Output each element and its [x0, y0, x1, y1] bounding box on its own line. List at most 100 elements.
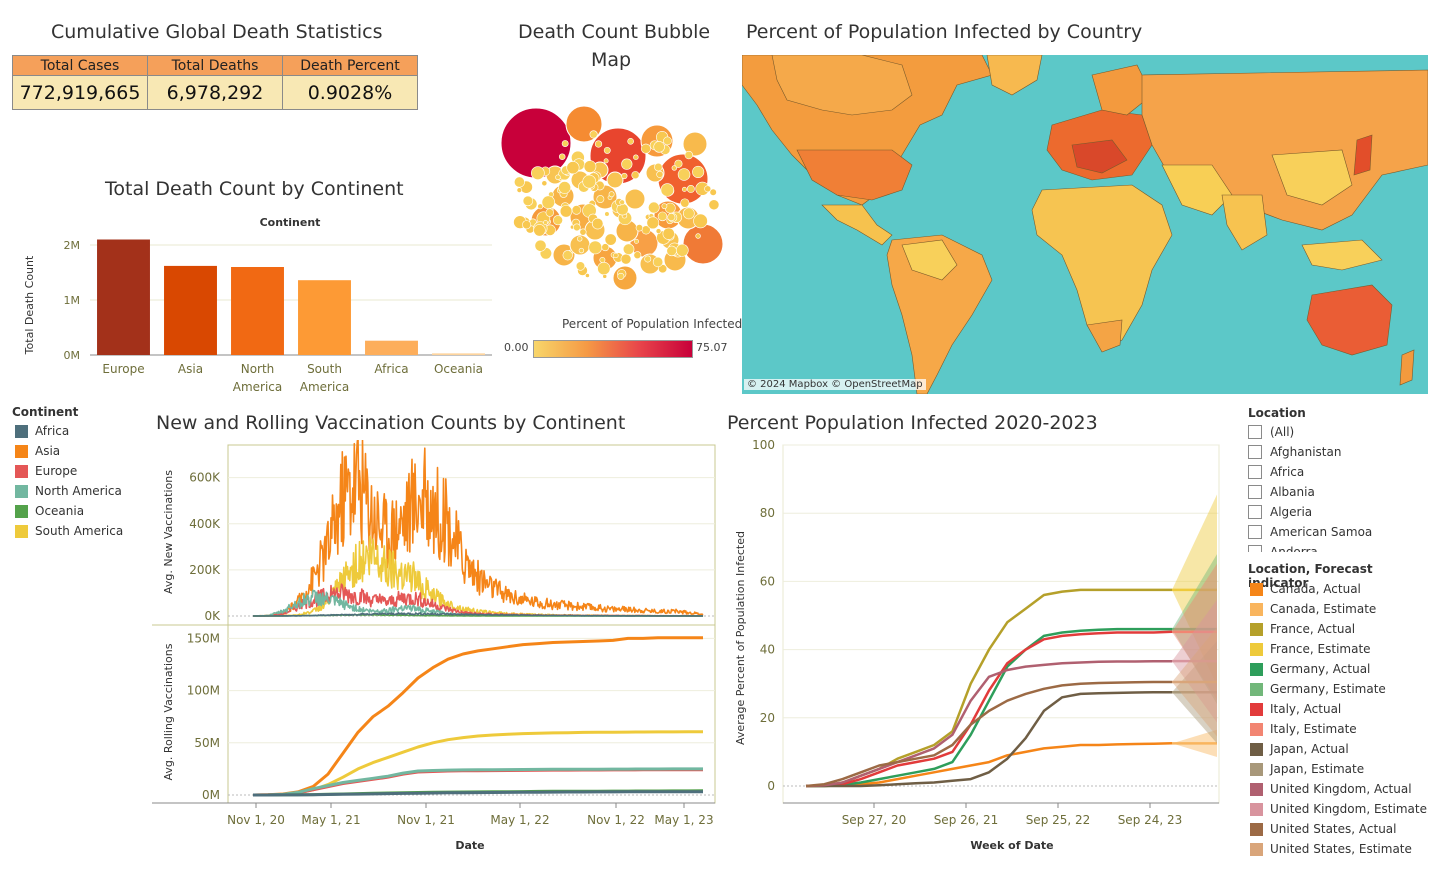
location-checkbox[interactable]: [1248, 465, 1262, 479]
bubble-mark[interactable]: [621, 158, 633, 170]
bubble-mark[interactable]: [657, 211, 668, 222]
bubble-mark[interactable]: [516, 187, 523, 193]
region-canada[interactable]: [771, 55, 913, 116]
bubble-mark[interactable]: [708, 199, 720, 211]
forecast-legend-item[interactable]: France, Actual: [1250, 622, 1355, 636]
bubble-mark[interactable]: [674, 159, 683, 168]
bubble-mark[interactable]: [575, 261, 586, 271]
bubble-mark[interactable]: [633, 154, 639, 160]
bubble-mark[interactable]: [627, 138, 634, 145]
death-count-bubble-map[interactable]: [495, 100, 735, 290]
region-middle-east[interactable]: [1161, 164, 1233, 216]
bubble-mark[interactable]: [681, 186, 687, 192]
bubble-mark[interactable]: [559, 205, 573, 218]
location-checkbox[interactable]: [1248, 485, 1262, 499]
bubble-mark[interactable]: [578, 247, 585, 254]
bubble-mark[interactable]: [603, 158, 609, 164]
bubble-mark[interactable]: [633, 251, 642, 260]
forecast-legend-item[interactable]: Germany, Actual: [1250, 662, 1370, 676]
bubble-mark[interactable]: [513, 176, 525, 188]
bubble-mark[interactable]: [621, 172, 628, 180]
forecast-legend-item[interactable]: France, Estimate: [1250, 642, 1371, 656]
region-new-zealand[interactable]: [1399, 349, 1415, 386]
bubble-mark[interactable]: [683, 207, 695, 220]
location-filter-list[interactable]: (All) Afghanistan Africa Albania Algeria Amer…: [1248, 422, 1428, 552]
bar-asia[interactable]: [164, 265, 217, 355]
vax-series-africa[interactable]: [253, 612, 704, 617]
bubble-mark[interactable]: [597, 261, 611, 276]
location-checkbox[interactable]: [1248, 445, 1262, 459]
continent-legend-item[interactable]: Africa: [15, 424, 69, 438]
bubble-mark[interactable]: [612, 265, 638, 290]
bubble-mark[interactable]: [561, 140, 569, 147]
bubble-mark[interactable]: [555, 174, 561, 181]
bubble-mark[interactable]: [599, 256, 606, 263]
region-southeast-asia[interactable]: [1301, 239, 1383, 271]
bubble-mark[interactable]: [675, 243, 689, 257]
bubble-mark[interactable]: [677, 168, 691, 181]
forecast-legend-item[interactable]: Japan, Actual: [1250, 742, 1349, 756]
bubble-mark[interactable]: [648, 201, 660, 214]
bubble-mark[interactable]: [640, 143, 651, 154]
bubble-mark[interactable]: [558, 153, 566, 160]
infected-series-united-kingdom-actual[interactable]: [805, 659, 1172, 788]
region-united-states[interactable]: [796, 149, 913, 201]
region-south-america[interactable]: [886, 234, 993, 394]
bubble-mark[interactable]: [573, 223, 581, 232]
bubble-mark[interactable]: [682, 131, 708, 157]
infected-series-italy-actual[interactable]: [805, 630, 1173, 788]
vax-series-north-america[interactable]: [252, 767, 703, 797]
infected-series-japan-actual[interactable]: [806, 690, 1172, 788]
bubble-mark[interactable]: [666, 245, 677, 257]
bubble-mark[interactable]: [596, 195, 605, 203]
location-option[interactable]: (All): [1248, 422, 1428, 442]
location-checkbox[interactable]: [1248, 525, 1262, 539]
bubble-mark[interactable]: [646, 216, 660, 230]
bubble-mark[interactable]: [592, 184, 618, 210]
bubble-mark[interactable]: [545, 208, 555, 217]
bubble-mark[interactable]: [709, 188, 717, 196]
forecast-legend-item[interactable]: Canada, Actual: [1250, 582, 1361, 596]
region-china[interactable]: [1271, 149, 1353, 206]
infected-series-canada-actual[interactable]: [806, 742, 1173, 788]
bubble-mark[interactable]: [634, 238, 639, 244]
bubble-mark[interactable]: [622, 243, 635, 255]
region-central-europe[interactable]: [1071, 139, 1128, 174]
location-option[interactable]: American Samoa: [1248, 522, 1428, 542]
bubble-mark[interactable]: [692, 165, 705, 178]
bubble-mark[interactable]: [686, 184, 695, 193]
bubble-mark[interactable]: [589, 130, 598, 139]
bubble-mark[interactable]: [543, 220, 548, 225]
bubble-mark[interactable]: [617, 272, 625, 280]
bar-north-america[interactable]: [231, 267, 284, 355]
vax-series-asia[interactable]: [252, 636, 703, 797]
location-option[interactable]: Albania: [1248, 482, 1428, 502]
world-map[interactable]: [742, 55, 1428, 394]
bubble-mark[interactable]: [619, 199, 625, 206]
bubble-mark[interactable]: [613, 252, 619, 259]
forecast-legend-item[interactable]: Germany, Estimate: [1250, 682, 1386, 696]
bubble-mark[interactable]: [571, 205, 582, 215]
bubble-mark[interactable]: [552, 215, 563, 226]
vax-series-asia[interactable]: [253, 440, 704, 617]
continent-legend-item[interactable]: Asia: [15, 444, 60, 458]
continent-legend-item[interactable]: North America: [15, 484, 122, 498]
region-central-america[interactable]: [821, 204, 893, 246]
bubble-mark[interactable]: [631, 171, 640, 180]
forecast-legend-item[interactable]: Italy, Estimate: [1250, 722, 1357, 736]
bubble-mark[interactable]: [662, 227, 675, 240]
bubble-mark[interactable]: [603, 146, 611, 154]
bubble-mark[interactable]: [608, 191, 615, 198]
bubble-mark[interactable]: [661, 203, 668, 210]
bubble-mark[interactable]: [624, 188, 646, 210]
bubble-mark[interactable]: [654, 162, 663, 172]
forecast-legend-item[interactable]: United States, Actual: [1250, 822, 1396, 836]
infected-series-germany-actual[interactable]: [806, 627, 1172, 788]
bubble-mark[interactable]: [579, 228, 587, 236]
continent-legend-item[interactable]: Oceania: [15, 504, 84, 518]
bubble-mark[interactable]: [601, 243, 610, 252]
bubble-mark[interactable]: [533, 224, 546, 237]
bubble-mark[interactable]: [693, 213, 708, 229]
bubble-mark[interactable]: [534, 239, 547, 252]
bubble-mark[interactable]: [680, 198, 690, 208]
